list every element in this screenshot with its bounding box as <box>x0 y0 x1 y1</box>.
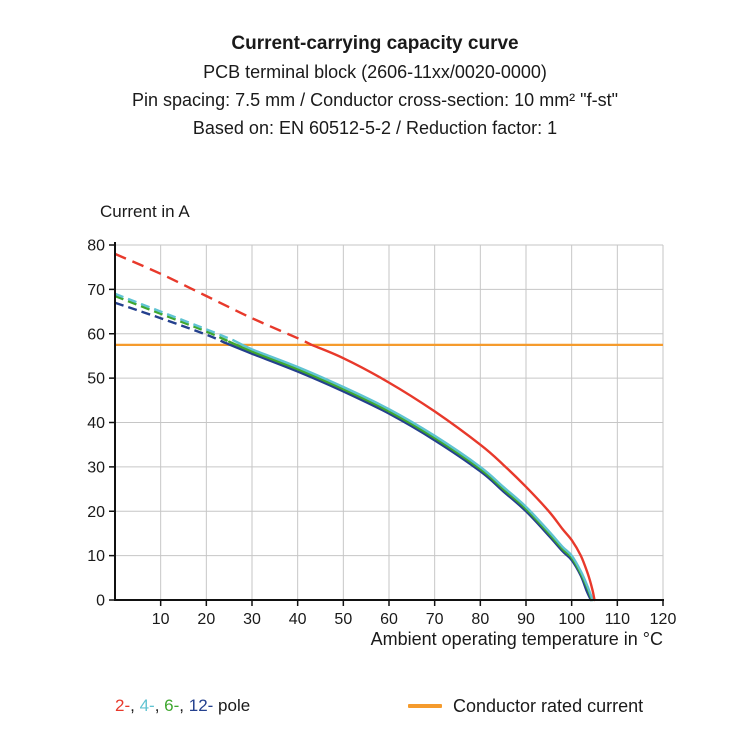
y-tick-label: 30 <box>87 459 105 476</box>
y-axis-title: Current in A <box>100 202 190 221</box>
legend-pole-4-label: 4- <box>139 696 155 715</box>
chart-header: Current-carrying capacity curve PCB term… <box>0 30 750 142</box>
legend-pole-suffix: pole <box>213 696 251 715</box>
x-tick-label: 60 <box>380 611 398 628</box>
x-tick-label: 50 <box>334 611 352 628</box>
chart-title: Current-carrying capacity curve <box>231 33 519 54</box>
series-12-pole-dashed <box>114 301 226 344</box>
x-tick-label: 100 <box>558 611 585 628</box>
legend-pole-6-label: 6- <box>164 696 180 715</box>
x-tick-label: 80 <box>471 611 489 628</box>
legend-separator: , <box>130 696 140 715</box>
y-tick-label: 70 <box>87 282 105 299</box>
series-2-pole-solid <box>310 343 596 602</box>
x-tick-label: 120 <box>650 611 677 628</box>
legend-pole-2-label: 2- <box>115 696 131 715</box>
rated-current-line-swatch <box>408 704 442 708</box>
x-tick-label: 90 <box>517 611 535 628</box>
rated-current-label: Conductor rated current <box>453 695 644 716</box>
x-tick-label: 40 <box>289 611 307 628</box>
legend-poles: 2-, 4-, 6-, 12- pole <box>115 696 250 716</box>
series-4-pole-solid <box>232 339 594 602</box>
x-tick-label: 20 <box>197 611 215 628</box>
y-tick-label: 50 <box>87 371 105 388</box>
x-tick-label: 110 <box>605 611 631 628</box>
chart-subtitle-basis: Based on: EN 60512-5-2 / Reduction facto… <box>192 118 558 138</box>
series-6-pole-solid <box>228 340 593 602</box>
y-tick-label: 40 <box>87 415 105 432</box>
y-tick-label: 80 <box>87 238 105 255</box>
y-tick-label: 0 <box>96 593 105 610</box>
x-tick-label: 10 <box>152 611 170 628</box>
chart-subtitle-specs: Pin spacing: 7.5 mm / Conductor cross-se… <box>132 90 618 110</box>
series-12-pole-solid <box>223 341 592 602</box>
x-axis-title: Ambient operating temperature in °C <box>370 629 663 649</box>
series-2-pole-dashed <box>114 252 312 346</box>
y-tick-label: 60 <box>87 326 105 343</box>
legend-separator: , <box>154 696 165 715</box>
x-tick-label: 70 <box>426 611 444 628</box>
series-4-pole-dashed <box>114 292 235 342</box>
x-tick-label: 30 <box>243 611 261 628</box>
y-tick-label: 20 <box>87 504 105 521</box>
series-6-pole-dashed <box>114 294 230 343</box>
legend-rated-current: Conductor rated current <box>408 694 643 718</box>
chart-subtitle-product: PCB terminal block (2606-11xx/0020-0000) <box>203 62 547 82</box>
y-tick-label: 10 <box>87 548 105 565</box>
legend-separator: , <box>179 696 189 715</box>
legend-pole-12-label: 12- <box>188 696 214 715</box>
